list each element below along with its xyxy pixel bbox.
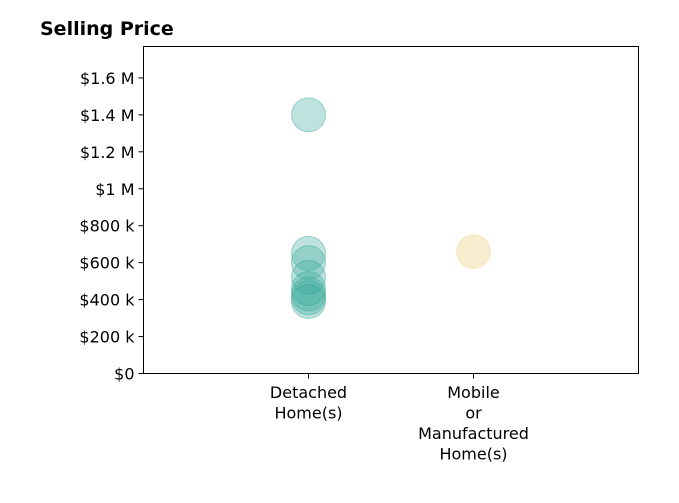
y-tick-label: $1.4 M (80, 106, 135, 125)
data-point (291, 235, 326, 271)
data-point (291, 283, 326, 319)
x-tick-label-line: or (465, 404, 482, 423)
y-tick-label: $800 k (79, 217, 135, 236)
x-axis: Detached Home(s) Mobile or Manufactured Home(… (270, 373, 529, 464)
x-tick-label-line: Home(s) (274, 404, 342, 423)
y-tick-label: $1.2 M (80, 143, 135, 162)
y-tick-label: $0 (114, 365, 134, 384)
x-tick-label-line: Detached (270, 383, 347, 402)
data-point (291, 280, 326, 316)
y-tick-label: $1 M (95, 180, 134, 199)
data-point (291, 97, 326, 133)
x-tick-label: Detached Home(s) (270, 383, 347, 423)
chart-title: Selling Price (40, 18, 174, 40)
x-tick-label-line: Home(s) (439, 445, 507, 464)
y-tick-label: $400 k (79, 291, 135, 310)
data-points (291, 97, 491, 319)
data-point (291, 276, 326, 312)
x-tick-label-line: Manufactured (418, 424, 529, 443)
y-axis: $0 $200 k $400 k $600 k $800 k $1 M $1.2 M $1.4… (79, 69, 144, 384)
x-tick-label: Mobile or Manufactured Home(s) (418, 383, 529, 464)
data-point (291, 245, 326, 281)
y-tick-label: $200 k (79, 328, 135, 347)
y-tick-label: $600 k (79, 254, 135, 273)
plot-frame (143, 46, 639, 374)
data-point (291, 259, 326, 295)
data-point (456, 234, 491, 270)
y-tick-label: $1.6 M (80, 69, 135, 88)
data-point (291, 271, 326, 307)
x-tick-label-line: Mobile (447, 383, 499, 402)
